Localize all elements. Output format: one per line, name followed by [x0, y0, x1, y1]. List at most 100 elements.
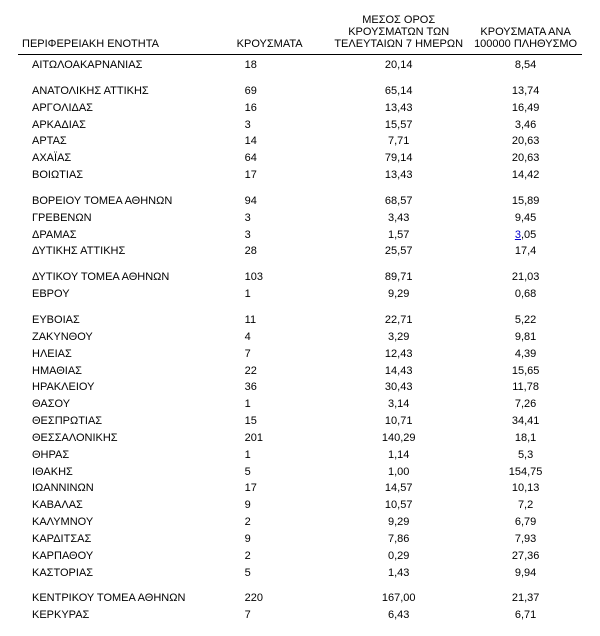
table-row: ΚΑΣΤΟΡΙΑΣ51,439,94	[18, 565, 582, 582]
cell-per100k: 6,79	[469, 514, 582, 531]
cell-region: ΔΥΤΙΚΗΣ ΑΤΤΙΚΗΣ	[18, 243, 227, 260]
cell-per100k: 154,75	[469, 464, 582, 481]
cell-cases: 9	[227, 497, 329, 514]
cell-per100k: 8,54	[469, 55, 582, 74]
table-row: ΚΕΝΤΡΙΚΟΥ ΤΟΜΕΑ ΑΘΗΝΩΝ220167,0021,37	[18, 581, 582, 607]
cell-cases: 64	[227, 150, 329, 167]
table-row: ΘΑΣΟΥ13,147,26	[18, 396, 582, 413]
table-row: ΗΜΑΘΙΑΣ2214,4315,65	[18, 363, 582, 380]
cell-region: ΘΗΡΑΣ	[18, 447, 227, 464]
cell-region: ΑΡΤΑΣ	[18, 133, 227, 150]
cell-region: ΘΑΣΟΥ	[18, 396, 227, 413]
cell-cases: 103	[227, 260, 329, 286]
cell-avg: 140,29	[328, 430, 469, 447]
cell-per100k: 20,63	[469, 133, 582, 150]
cell-per100k: 34,41	[469, 413, 582, 430]
cell-avg: 167,00	[328, 581, 469, 607]
cell-avg: 3,29	[328, 329, 469, 346]
header-row: ΠΕΡΙΦΕΡΕΙΑΚΗ ΕΝΟΤΗΤΑ ΚΡΟΥΣΜΑΤΑ ΜΕΣΟΣ ΟΡΟ…	[18, 12, 582, 55]
cell-avg: 1,00	[328, 464, 469, 481]
table-row: ΔΥΤΙΚΗΣ ΑΤΤΙΚΗΣ2825,5717,4	[18, 243, 582, 260]
cell-avg: 15,57	[328, 117, 469, 134]
cell-per100k: 27,36	[469, 548, 582, 565]
cell-avg: 68,57	[328, 184, 469, 210]
cell-region: ΔΡΑΜΑΣ	[18, 227, 227, 244]
cell-cases: 2	[227, 548, 329, 565]
cell-cases: 15	[227, 413, 329, 430]
table-row: ΚΑΡΠΑΘΟΥ20,2927,36	[18, 548, 582, 565]
cell-cases: 7	[227, 607, 329, 624]
cell-region: ΚΑΣΤΟΡΙΑΣ	[18, 565, 227, 582]
cell-per100k: 4,39	[469, 346, 582, 363]
cell-avg: 10,57	[328, 497, 469, 514]
cell-region: ΕΥΒΟΙΑΣ	[18, 303, 227, 329]
header-cases: ΚΡΟΥΣΜΑΤΑ	[227, 12, 329, 55]
cell-avg: 9,29	[328, 514, 469, 531]
cell-avg: 1,57	[328, 227, 469, 244]
cell-cases: 22	[227, 363, 329, 380]
cell-per100k: 16,49	[469, 100, 582, 117]
cell-per100k: 5,3	[469, 447, 582, 464]
cell-avg: 89,71	[328, 260, 469, 286]
cell-per100k: 15,89	[469, 184, 582, 210]
cell-region: ΚΕΡΚΥΡΑΣ	[18, 607, 227, 624]
cell-avg: 13,43	[328, 100, 469, 117]
cell-avg: 3,14	[328, 396, 469, 413]
table-body: ΑΙΤΩΛΟΑΚΑΡΝΑΝΙΑΣ1820,148,54ΑΝΑΤΟΛΙΚΗΣ ΑΤ…	[18, 55, 582, 625]
cell-region: ΗΛΕΙΑΣ	[18, 346, 227, 363]
cell-region: ΓΡΕΒΕΝΩΝ	[18, 210, 227, 227]
cell-region: ΗΜΑΘΙΑΣ	[18, 363, 227, 380]
table-row: ΘΕΣΣΑΛΟΝΙΚΗΣ201140,2918,1	[18, 430, 582, 447]
cell-cases: 3	[227, 117, 329, 134]
cell-region: ΘΕΣΠΡΩΤΙΑΣ	[18, 413, 227, 430]
cell-region: ΑΝΑΤΟΛΙΚΗΣ ΑΤΤΙΚΗΣ	[18, 74, 227, 100]
cell-cases: 4	[227, 329, 329, 346]
cases-table: ΠΕΡΙΦΕΡΕΙΑΚΗ ΕΝΟΤΗΤΑ ΚΡΟΥΣΜΑΤΑ ΜΕΣΟΣ ΟΡΟ…	[18, 12, 582, 624]
cell-per100k: 0,68	[469, 286, 582, 303]
header-avg: ΜΕΣΟΣ ΟΡΟΣ ΚΡΟΥΣΜΑΤΩΝ ΤΩΝ ΤΕΛΕΥΤΑΙΩΝ 7 Η…	[328, 12, 469, 55]
cell-avg: 7,71	[328, 133, 469, 150]
cell-avg: 65,14	[328, 74, 469, 100]
cell-avg: 25,57	[328, 243, 469, 260]
cell-region: ΔΥΤΙΚΟΥ ΤΟΜΕΑ ΑΘΗΝΩΝ	[18, 260, 227, 286]
cell-cases: 1	[227, 396, 329, 413]
cell-cases: 7	[227, 346, 329, 363]
cell-per100k: 15,65	[469, 363, 582, 380]
cell-cases: 36	[227, 379, 329, 396]
cell-avg: 0,29	[328, 548, 469, 565]
table-row: ΚΕΡΚΥΡΑΣ76,436,71	[18, 607, 582, 624]
cell-per100k: 20,63	[469, 150, 582, 167]
cell-per100k: 14,42	[469, 167, 582, 184]
cell-region: ΚΑΡΔΙΤΣΑΣ	[18, 531, 227, 548]
table-row: ΙΩΑΝΝΙΝΩΝ1714,5710,13	[18, 480, 582, 497]
table-row: ΑΡΤΑΣ147,7120,63	[18, 133, 582, 150]
table-row: ΓΡΕΒΕΝΩΝ33,439,45	[18, 210, 582, 227]
table-row: ΑΡΚΑΔΙΑΣ315,573,46	[18, 117, 582, 134]
table-row: ΑΝΑΤΟΛΙΚΗΣ ΑΤΤΙΚΗΣ6965,1413,74	[18, 74, 582, 100]
cell-cases: 18	[227, 55, 329, 74]
cell-region: ΚΕΝΤΡΙΚΟΥ ΤΟΜΕΑ ΑΘΗΝΩΝ	[18, 581, 227, 607]
cell-per100k: 7,2	[469, 497, 582, 514]
cell-cases: 5	[227, 464, 329, 481]
table-row: ΒΟΡΕΙΟΥ ΤΟΜΕΑ ΑΘΗΝΩΝ9468,5715,89	[18, 184, 582, 210]
cell-per100k: 9,94	[469, 565, 582, 582]
cell-per100k: 13,74	[469, 74, 582, 100]
cell-cases: 3	[227, 210, 329, 227]
cell-region: ΚΑΒΑΛΑΣ	[18, 497, 227, 514]
table-row: ΙΘΑΚΗΣ51,00154,75	[18, 464, 582, 481]
cell-avg: 20,14	[328, 55, 469, 74]
cell-per100k: 7,26	[469, 396, 582, 413]
table-row: ΔΡΑΜΑΣ31,573,05	[18, 227, 582, 244]
header-region: ΠΕΡΙΦΕΡΕΙΑΚΗ ΕΝΟΤΗΤΑ	[18, 12, 227, 55]
cell-per100k: 9,81	[469, 329, 582, 346]
cell-per100k: 18,1	[469, 430, 582, 447]
table-row: ΘΕΣΠΡΩΤΙΑΣ1510,7134,41	[18, 413, 582, 430]
cell-cases: 1	[227, 286, 329, 303]
cell-region: ΒΟΙΩΤΙΑΣ	[18, 167, 227, 184]
cell-per100k: 5,22	[469, 303, 582, 329]
cell-region: ΑΡΓΟΛΙΔΑΣ	[18, 100, 227, 117]
table-row: ΗΡΑΚΛΕΙΟΥ3630,4311,78	[18, 379, 582, 396]
table-row: ΕΥΒΟΙΑΣ1122,715,22	[18, 303, 582, 329]
cell-avg: 6,43	[328, 607, 469, 624]
header-per100k: ΚΡΟΥΣΜΑΤΑ ΑΝΑ 100000 ΠΛΗΘΥΣΜΟ	[469, 12, 582, 55]
